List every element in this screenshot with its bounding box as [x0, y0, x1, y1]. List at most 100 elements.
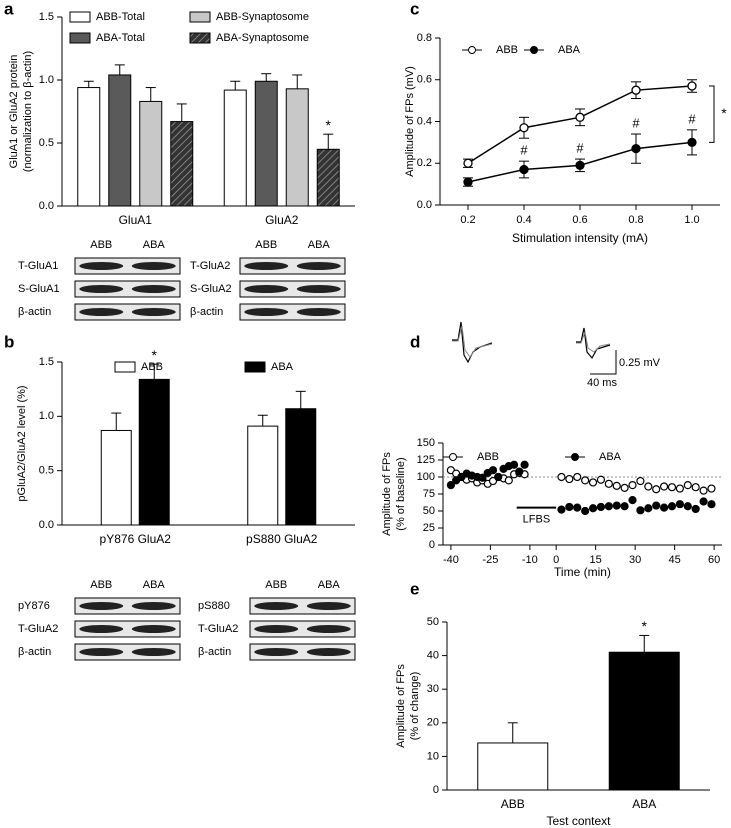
bar: [138, 378, 170, 526]
blot-band: [244, 262, 289, 270]
scale-bar-label: 40 ms: [587, 377, 617, 389]
data-point: [659, 503, 669, 512]
y-tick-label: 1.0: [39, 74, 54, 86]
data-point: [644, 482, 653, 491]
data-point: [575, 112, 585, 122]
data-point: [631, 143, 641, 154]
data-point: [557, 472, 566, 482]
legend-label: ABB-Synaptosome: [216, 11, 309, 23]
y-tick-label: 150: [417, 437, 435, 449]
y-axis-label: Amplitude of FPs (mV): [404, 66, 416, 177]
data-point: [519, 164, 529, 175]
legend-swatch: [189, 11, 211, 23]
legend-label: ABB: [477, 451, 499, 463]
significance: #: [520, 143, 528, 158]
legend-label: ABA: [599, 451, 622, 463]
x-tick-label: 45: [668, 554, 680, 566]
y-tick-label: 125: [417, 454, 435, 466]
data-point: [488, 476, 498, 486]
data-point: [573, 503, 582, 512]
bar: [170, 121, 194, 207]
data-point: [596, 475, 606, 484]
data-point: [652, 501, 661, 510]
data-point: [636, 476, 645, 486]
data-point: [565, 474, 574, 484]
data-point: [515, 467, 524, 476]
significance: #: [688, 111, 696, 126]
y-tick-label: 0.6: [417, 74, 432, 86]
legend-swatch: [69, 32, 91, 44]
legend-swatch: [244, 361, 266, 373]
blot-band: [131, 625, 176, 633]
x-tick-label: 1.0: [684, 214, 699, 226]
data-point: [683, 502, 692, 511]
x-tick-label: -40: [443, 554, 459, 566]
blot-row-label: T-GluA2: [198, 623, 238, 635]
y-axis-label: Amplitude of FPs: [381, 452, 393, 536]
legend-label: ABB-Total: [96, 11, 145, 23]
data-point: [588, 504, 598, 513]
blot-band: [306, 625, 351, 633]
data-point: [707, 500, 716, 509]
x-tick-label: 0.8: [628, 214, 643, 226]
blot-band: [254, 648, 299, 656]
x-tick-label: -10: [522, 554, 538, 566]
significance: *: [152, 347, 158, 363]
bar: [247, 425, 279, 526]
y-tick-label: 0.4: [417, 115, 432, 127]
blot-row-label: T-GluA1: [18, 260, 58, 272]
blot-band: [254, 625, 299, 633]
data-point: [612, 481, 621, 490]
blot-band: [131, 262, 176, 270]
bar: [285, 408, 317, 526]
y-tick-label: 20: [427, 717, 439, 729]
y-tick-label: 0: [429, 539, 435, 551]
blot-column-label: ABB: [90, 579, 112, 591]
blot-band: [79, 262, 124, 270]
legend-marker: [571, 453, 579, 461]
legend-label: ABB: [496, 44, 518, 56]
data-point: [699, 486, 708, 495]
data-point: [667, 502, 677, 511]
traces: [452, 321, 617, 375]
panel-label: a: [4, 0, 14, 18]
significance: *: [642, 618, 648, 634]
blot-band: [296, 308, 341, 316]
bar: [77, 87, 101, 207]
data-point: [620, 502, 629, 511]
blot-band: [254, 602, 299, 610]
y-tick-label: 75: [423, 488, 435, 500]
x-tick-label: -25: [482, 554, 498, 566]
blot-band: [306, 602, 351, 610]
x-tick-label: GluA2: [265, 213, 299, 227]
blot-row-label: β-actin: [18, 646, 51, 658]
data-point: [687, 81, 697, 91]
x-tick-label: ABA: [632, 797, 656, 811]
bar: [254, 80, 278, 207]
blot-row-label: pS880: [198, 600, 230, 612]
data-point: [463, 158, 473, 168]
y-tick-label: 50: [427, 616, 439, 628]
x-axis-label: Stimulation intensity (mA): [512, 231, 648, 245]
y-tick-label: 0.0: [417, 199, 432, 211]
data-point: [636, 506, 645, 515]
y-tick-label: 0.0: [39, 519, 54, 531]
significance: *: [721, 105, 727, 121]
data-point: [699, 497, 708, 506]
panel-label: e: [410, 579, 419, 598]
legend-swatch: [114, 361, 136, 373]
y-axis-label: (% of change): [409, 672, 421, 740]
data-point: [463, 177, 473, 187]
bar: [223, 89, 247, 207]
data-point: [604, 502, 613, 511]
blot-row-label: pY876: [18, 600, 50, 612]
y-tick-label: 0.5: [39, 465, 54, 477]
panel-label: c: [410, 0, 419, 18]
x-tick-label: 0.4: [516, 214, 531, 226]
legend-marker: [449, 453, 457, 461]
data-point: [612, 501, 621, 510]
x-tick-label: 0.6: [572, 214, 587, 226]
blot-band: [131, 308, 176, 316]
y-tick-label: 10: [427, 750, 439, 762]
